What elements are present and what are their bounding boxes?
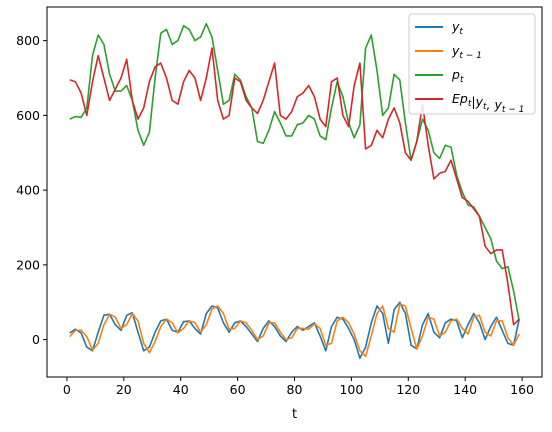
x-tick-label: 100 (339, 382, 363, 397)
y-tick-label: 600 (16, 108, 40, 123)
legend-label-3: Ept|yt, yt − 1 (452, 91, 524, 115)
legend-label-2: pt (451, 67, 464, 85)
legend-label-0: yt (451, 19, 463, 37)
x-axis-label: t (292, 407, 297, 422)
series-line-1 (69, 303, 520, 358)
series-line-0 (69, 301, 520, 360)
x-tick-label: 160 (510, 382, 534, 397)
series-layer (69, 23, 520, 360)
x-tick-label: 40 (173, 382, 189, 397)
legend-items: yt yt − 1 pt Ept|yt, yt − 1 (415, 19, 524, 115)
x-tick-label: 20 (116, 382, 132, 397)
x-tick-label: 0 (63, 382, 71, 397)
y-tick-label: 800 (16, 33, 40, 48)
series-line-2 (69, 23, 520, 322)
legend: yt yt − 1 pt Ept|yt, yt − 1 (408, 13, 536, 115)
x-tick-label: 140 (453, 382, 477, 397)
y-tick-label: 400 (16, 183, 40, 198)
x-tick-label: 120 (396, 382, 420, 397)
ticks-layer: 0 20 40 60 80 100 120 140 160 0 200 400 600 800 (16, 33, 534, 397)
x-tick-label: 60 (230, 382, 246, 397)
series-line-3 (69, 47, 520, 326)
legend-box (408, 13, 536, 115)
x-tick-label: 80 (287, 382, 303, 397)
y-tick-label: 200 (16, 257, 40, 272)
legend-label-1: yt − 1 (451, 43, 482, 61)
y-tick-label: 0 (32, 332, 40, 347)
